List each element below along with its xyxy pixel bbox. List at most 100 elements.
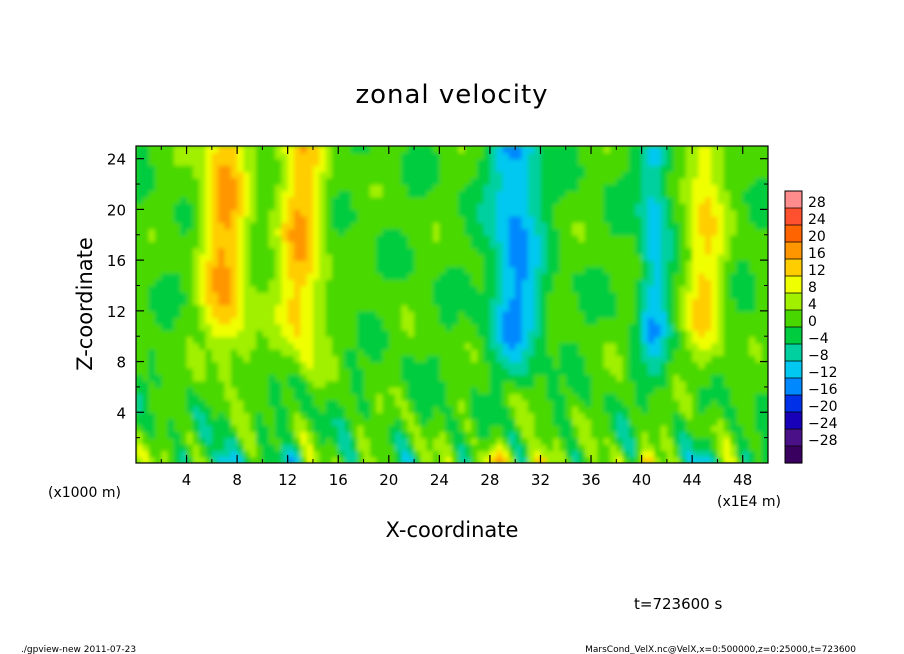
heatmap-cell	[338, 367, 346, 376]
heatmap-cell	[527, 196, 535, 204]
heatmap-cell	[647, 158, 656, 166]
heatmap-cell	[628, 443, 637, 452]
heatmap-cell	[711, 437, 719, 445]
heatmap-cell	[426, 253, 434, 261]
heatmap-cell	[635, 171, 643, 179]
heatmap-cell	[142, 450, 150, 458]
heatmap-cell	[464, 323, 472, 331]
heatmap-cell	[635, 291, 643, 299]
heatmap-cell	[287, 310, 295, 318]
heatmap-cell	[540, 222, 548, 230]
heatmap-cell	[180, 399, 188, 407]
heatmap-cell	[407, 405, 415, 414]
heatmap-cell	[464, 450, 472, 458]
heatmap-cell	[502, 190, 510, 198]
heatmap-cell	[262, 342, 270, 350]
heatmap-cell	[489, 412, 498, 420]
heatmap-cell	[224, 456, 232, 463]
heatmap-cell	[761, 342, 768, 350]
heatmap-cell	[597, 177, 605, 185]
heatmap-cell	[388, 456, 396, 463]
heatmap-cell	[395, 323, 403, 331]
heatmap-cell	[508, 431, 516, 439]
heatmap-cell	[584, 291, 592, 299]
heatmap-cell	[477, 215, 485, 223]
heatmap-cell	[597, 190, 605, 198]
heatmap-cell	[616, 247, 624, 255]
heatmap-cell	[433, 228, 441, 236]
heatmap-cell	[312, 456, 321, 463]
heatmap-cell	[294, 184, 302, 192]
heatmap-cell	[723, 228, 731, 236]
heatmap-cell	[312, 418, 321, 426]
heatmap-cell	[647, 171, 656, 179]
heatmap-cell	[584, 298, 592, 306]
heatmap-cell	[584, 456, 592, 463]
heatmap-cell	[395, 215, 403, 223]
heatmap-cell	[294, 380, 302, 388]
heatmap-cell	[673, 380, 681, 388]
heatmap-cell	[559, 342, 567, 350]
heatmap-cell	[730, 184, 738, 192]
heatmap-cell	[660, 424, 668, 433]
heatmap-cell	[407, 393, 415, 401]
heatmap-cell	[192, 209, 200, 217]
heatmap-cell	[647, 203, 656, 211]
heatmap-cell	[546, 177, 554, 185]
heatmap-cell	[338, 298, 346, 306]
heatmap-cell	[211, 424, 219, 433]
heatmap-cell	[382, 165, 390, 173]
heatmap-cell	[534, 247, 542, 255]
heatmap-cell	[433, 342, 441, 350]
heatmap-cell	[243, 386, 251, 395]
heatmap-cell	[527, 228, 535, 236]
heatmap-cell	[685, 310, 693, 318]
heatmap-cell	[464, 158, 472, 166]
heatmap-cell	[717, 272, 725, 280]
heatmap-cell	[502, 184, 510, 192]
heatmap-cell	[565, 184, 573, 192]
heatmap-cell	[376, 336, 384, 344]
heatmap-cell	[281, 412, 289, 420]
heatmap-cell	[401, 234, 409, 242]
heatmap-cell	[742, 222, 750, 230]
heatmap-cell	[414, 279, 422, 287]
heatmap-cell	[186, 298, 194, 306]
heatmap-cell	[136, 450, 144, 458]
heatmap-cell	[584, 329, 592, 337]
heatmap-cell	[205, 380, 213, 388]
heatmap-cell	[597, 380, 605, 388]
heatmap-cell	[407, 260, 415, 268]
heatmap-cell	[136, 437, 144, 445]
heatmap-cell	[578, 342, 586, 350]
heatmap-cell	[230, 247, 238, 255]
heatmap-cell	[635, 184, 643, 192]
heatmap-cell	[363, 165, 371, 173]
heatmap-cell	[527, 272, 535, 280]
heatmap-cell	[199, 393, 207, 401]
heatmap-cell	[281, 285, 289, 293]
heatmap-cell	[628, 234, 637, 242]
heatmap-cell	[761, 323, 768, 331]
heatmap-cell	[350, 298, 358, 306]
heatmap-cell	[401, 279, 409, 287]
heatmap-cell	[287, 336, 295, 344]
heatmap-cell	[230, 424, 238, 433]
heatmap-cell	[224, 437, 232, 445]
heatmap-cell	[540, 285, 548, 293]
heatmap-cell	[186, 234, 194, 242]
heatmap-cell	[477, 361, 485, 369]
heatmap-cell	[610, 317, 618, 325]
heatmap-cell	[357, 380, 365, 388]
heatmap-cell	[363, 424, 371, 433]
heatmap-cell	[477, 165, 485, 173]
heatmap-cell	[679, 443, 687, 452]
heatmap-cell	[452, 222, 460, 230]
heatmap-cell	[591, 196, 599, 204]
heatmap-cell	[186, 196, 194, 204]
heatmap-cell	[420, 317, 428, 325]
heatmap-cell	[249, 209, 257, 217]
heatmap-cell	[496, 291, 504, 299]
heatmap-cell	[546, 304, 554, 312]
heatmap-cell	[344, 165, 352, 173]
